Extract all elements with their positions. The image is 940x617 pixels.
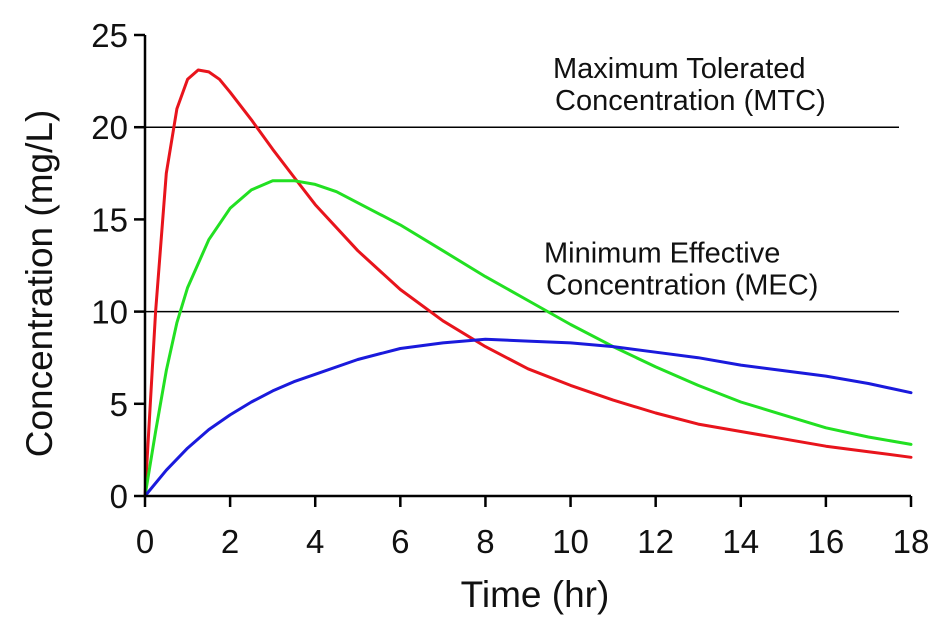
x-tick-label: 0 xyxy=(136,523,154,560)
x-tick-label: 4 xyxy=(306,523,324,560)
reference-line-label-line: Minimum Effective xyxy=(544,238,780,270)
reference-line-label: Minimum Effective Concentration (MEC) xyxy=(544,238,818,302)
reference-lines xyxy=(145,126,899,313)
y-axis-title: Concentration (mg/L) xyxy=(19,110,60,458)
reference-line-label-line: Maximum Tolerated xyxy=(553,53,806,85)
x-tick-label: 2 xyxy=(221,523,239,560)
x-axis-title: Time (hr) xyxy=(461,574,610,615)
series-line-1 xyxy=(143,68,913,498)
annotations: Maximum Tolerated Concentration (MTC) Mini… xyxy=(544,53,826,301)
x-tick-label: 10 xyxy=(552,523,589,560)
x-tick-label: 16 xyxy=(808,523,845,560)
axes xyxy=(143,35,911,498)
y-tick-label: 5 xyxy=(110,386,128,423)
y-tick-label: 20 xyxy=(91,109,128,146)
x-tick-label: 8 xyxy=(476,523,494,560)
y-tick-label: 10 xyxy=(91,294,128,331)
reference-line-label-line: Concentration (MEC) xyxy=(546,270,818,302)
series-layer xyxy=(143,68,913,498)
x-tick-label: 18 xyxy=(893,523,930,560)
y-tick-label: 25 xyxy=(91,17,128,54)
reference-line-label: Maximum Tolerated Concentration (MTC) xyxy=(553,53,826,117)
x-tick-label: 12 xyxy=(637,523,674,560)
x-ticks: 0 2 4 6 8 10 12 14 16 18 xyxy=(136,496,930,560)
y-tick-label: 15 xyxy=(91,201,128,238)
x-tick-label: 6 xyxy=(391,523,409,560)
series-line-3 xyxy=(143,337,913,498)
y-ticks: 0 5 10 15 20 25 xyxy=(91,17,145,515)
x-tick-label: 14 xyxy=(722,523,759,560)
y-tick-label: 0 xyxy=(110,478,128,515)
reference-line-label-line: Concentration (MTC) xyxy=(555,85,826,117)
series-line-2 xyxy=(143,179,913,498)
